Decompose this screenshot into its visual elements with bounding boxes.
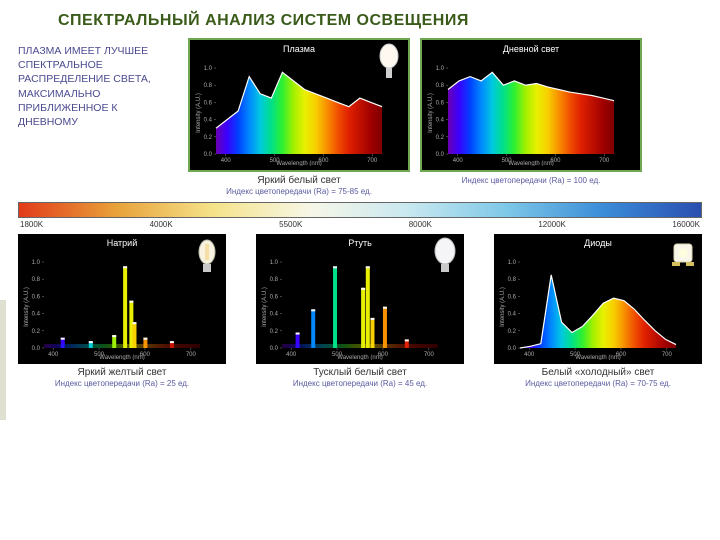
kelvin-tick: 8000K	[409, 220, 432, 229]
bottom-row: Натрий0.00.20.40.60.81.0400500600700Wave…	[18, 234, 702, 388]
svg-text:400: 400	[48, 352, 59, 358]
svg-text:Wavelength (nm): Wavelength (nm)	[337, 355, 382, 360]
svg-text:700: 700	[424, 352, 435, 358]
top-row: ПЛАЗМА ИМЕЕТ ЛУЧШЕЕ СПЕКТРАЛЬНОЕ РАСПРЕД…	[18, 38, 702, 196]
svg-text:1.0: 1.0	[204, 66, 213, 72]
led-bulb-icon	[668, 236, 698, 274]
svg-text:400: 400	[453, 158, 464, 164]
svg-text:0.8: 0.8	[508, 277, 517, 283]
svg-text:0.4: 0.4	[204, 118, 213, 124]
chart-sub-label: Индекс цветопередачи (Ra) = 75-85 ед.	[226, 187, 372, 196]
svg-text:Wavelength (nm): Wavelength (nm)	[575, 355, 620, 360]
svg-text:0.2: 0.2	[32, 329, 41, 335]
description-text: ПЛАЗМА ИМЕЕТ ЛУЧШЕЕ СПЕКТРАЛЬНОЕ РАСПРЕД…	[18, 38, 178, 129]
svg-text:700: 700	[186, 352, 197, 358]
svg-text:0.8: 0.8	[32, 277, 41, 283]
svg-text:0.6: 0.6	[508, 294, 517, 300]
svg-text:0.0: 0.0	[204, 152, 213, 158]
svg-text:0.0: 0.0	[436, 152, 445, 158]
svg-text:0.6: 0.6	[32, 294, 41, 300]
svg-text:0.0: 0.0	[508, 346, 517, 352]
kelvin-ticks: 1800K 4000K 5500K 8000K 12000K 16000K	[18, 220, 702, 229]
chart-sodium: Натрий0.00.20.40.60.81.0400500600700Wave…	[18, 234, 226, 364]
chart-mercury: Ртуть0.00.20.40.60.81.0400500600700Wavel…	[256, 234, 464, 364]
kelvin-scale: 1800K 4000K 5500K 8000K 12000K 16000K	[18, 202, 702, 228]
svg-text:0.2: 0.2	[508, 329, 517, 335]
chart-led: Диоды0.00.20.40.60.81.0400500600700Wavel…	[494, 234, 702, 364]
kelvin-tick: 16000K	[672, 220, 700, 229]
svg-text:0.4: 0.4	[508, 312, 517, 318]
chart-col-led: Диоды0.00.20.40.60.81.0400500600700Wavel…	[494, 234, 702, 388]
svg-text:Intensity (A.U.): Intensity (A.U.)	[428, 93, 434, 133]
svg-text:700: 700	[662, 352, 673, 358]
svg-text:1.0: 1.0	[32, 260, 41, 266]
svg-text:Intensity (A.U.): Intensity (A.U.)	[196, 93, 202, 133]
svg-text:400: 400	[221, 158, 232, 164]
svg-text:0.6: 0.6	[270, 294, 279, 300]
svg-text:400: 400	[524, 352, 535, 358]
chart-sub-label: Индекс цветопередачи (Ra) = 70-75 ед.	[525, 379, 671, 388]
svg-text:1.0: 1.0	[508, 260, 517, 266]
svg-text:0.6: 0.6	[436, 100, 445, 106]
chart-under-label: Яркий желтый свет	[77, 367, 166, 378]
svg-text:700: 700	[599, 158, 610, 164]
chart-under-label: Тусклый белый свет	[313, 367, 407, 378]
chart-under-label: Белый «холодный» свет	[542, 367, 655, 378]
svg-text:0.2: 0.2	[270, 329, 279, 335]
svg-text:Intensity (A.U.): Intensity (A.U.)	[262, 287, 268, 327]
kelvin-tick: 5500K	[279, 220, 302, 229]
svg-text:0.4: 0.4	[436, 118, 445, 124]
svg-text:0.6: 0.6	[204, 100, 213, 106]
hps-bulb-icon	[192, 236, 222, 274]
svg-text:1.0: 1.0	[270, 260, 279, 266]
svg-text:0.8: 0.8	[270, 277, 279, 283]
svg-text:0.0: 0.0	[32, 346, 41, 352]
svg-text:Wavelength (nm): Wavelength (nm)	[99, 355, 144, 360]
svg-text:Wavelength (nm): Wavelength (nm)	[276, 161, 321, 166]
svg-text:Intensity (A.U.): Intensity (A.U.)	[500, 287, 506, 327]
chart-col-mercury: Ртуть0.00.20.40.60.81.0400500600700Wavel…	[256, 234, 464, 388]
svg-text:400: 400	[286, 352, 297, 358]
svg-text:0.0: 0.0	[270, 346, 279, 352]
chart-sub-label: Индекс цветопередачи (Ra) = 45 ед.	[293, 379, 427, 388]
plasma-bulb-icon	[374, 42, 404, 80]
svg-text:0.2: 0.2	[204, 135, 213, 141]
chart-under-label: Яркий белый свет	[257, 175, 340, 186]
chart-col-plasma: Плазма0.00.20.40.60.81.0400500600700Wave…	[188, 38, 410, 196]
svg-text:0.8: 0.8	[204, 83, 213, 89]
svg-text:0.4: 0.4	[32, 312, 41, 318]
chart-col-daylight: Дневной свет0.00.20.40.60.81.04005006007…	[420, 38, 642, 185]
svg-text:0.4: 0.4	[270, 312, 279, 318]
kelvin-tick: 12000K	[538, 220, 566, 229]
chart-sub-label: Индекс цветопередачи (Ra) = 25 ед.	[55, 379, 189, 388]
kelvin-tick: 1800K	[20, 220, 43, 229]
svg-text:1.0: 1.0	[436, 66, 445, 72]
svg-text:Wavelength (nm): Wavelength (nm)	[508, 161, 553, 166]
side-bar-decoration	[0, 300, 6, 420]
svg-text:0.2: 0.2	[436, 135, 445, 141]
chart-col-sodium: Натрий0.00.20.40.60.81.0400500600700Wave…	[18, 234, 226, 388]
chart-sub-label: Индекс цветопередачи (Ra) = 100 ед.	[462, 176, 601, 185]
chart-inner-title: Дневной свет	[426, 44, 636, 54]
kelvin-gradient	[18, 202, 702, 218]
chart-inner-title: Плазма	[194, 44, 404, 54]
svg-text:Intensity (A.U.): Intensity (A.U.)	[24, 287, 30, 327]
chart-daylight: Дневной свет0.00.20.40.60.81.04005006007…	[420, 38, 642, 172]
mercury-bulb-icon	[430, 236, 460, 274]
page-title: СПЕКТРАЛЬНЫЙ АНАЛИЗ СИСТЕМ ОСВЕЩЕНИЯ	[58, 12, 702, 30]
chart-plasma: Плазма0.00.20.40.60.81.0400500600700Wave…	[188, 38, 410, 172]
svg-text:0.8: 0.8	[436, 83, 445, 89]
svg-text:700: 700	[367, 158, 378, 164]
kelvin-tick: 4000K	[150, 220, 173, 229]
